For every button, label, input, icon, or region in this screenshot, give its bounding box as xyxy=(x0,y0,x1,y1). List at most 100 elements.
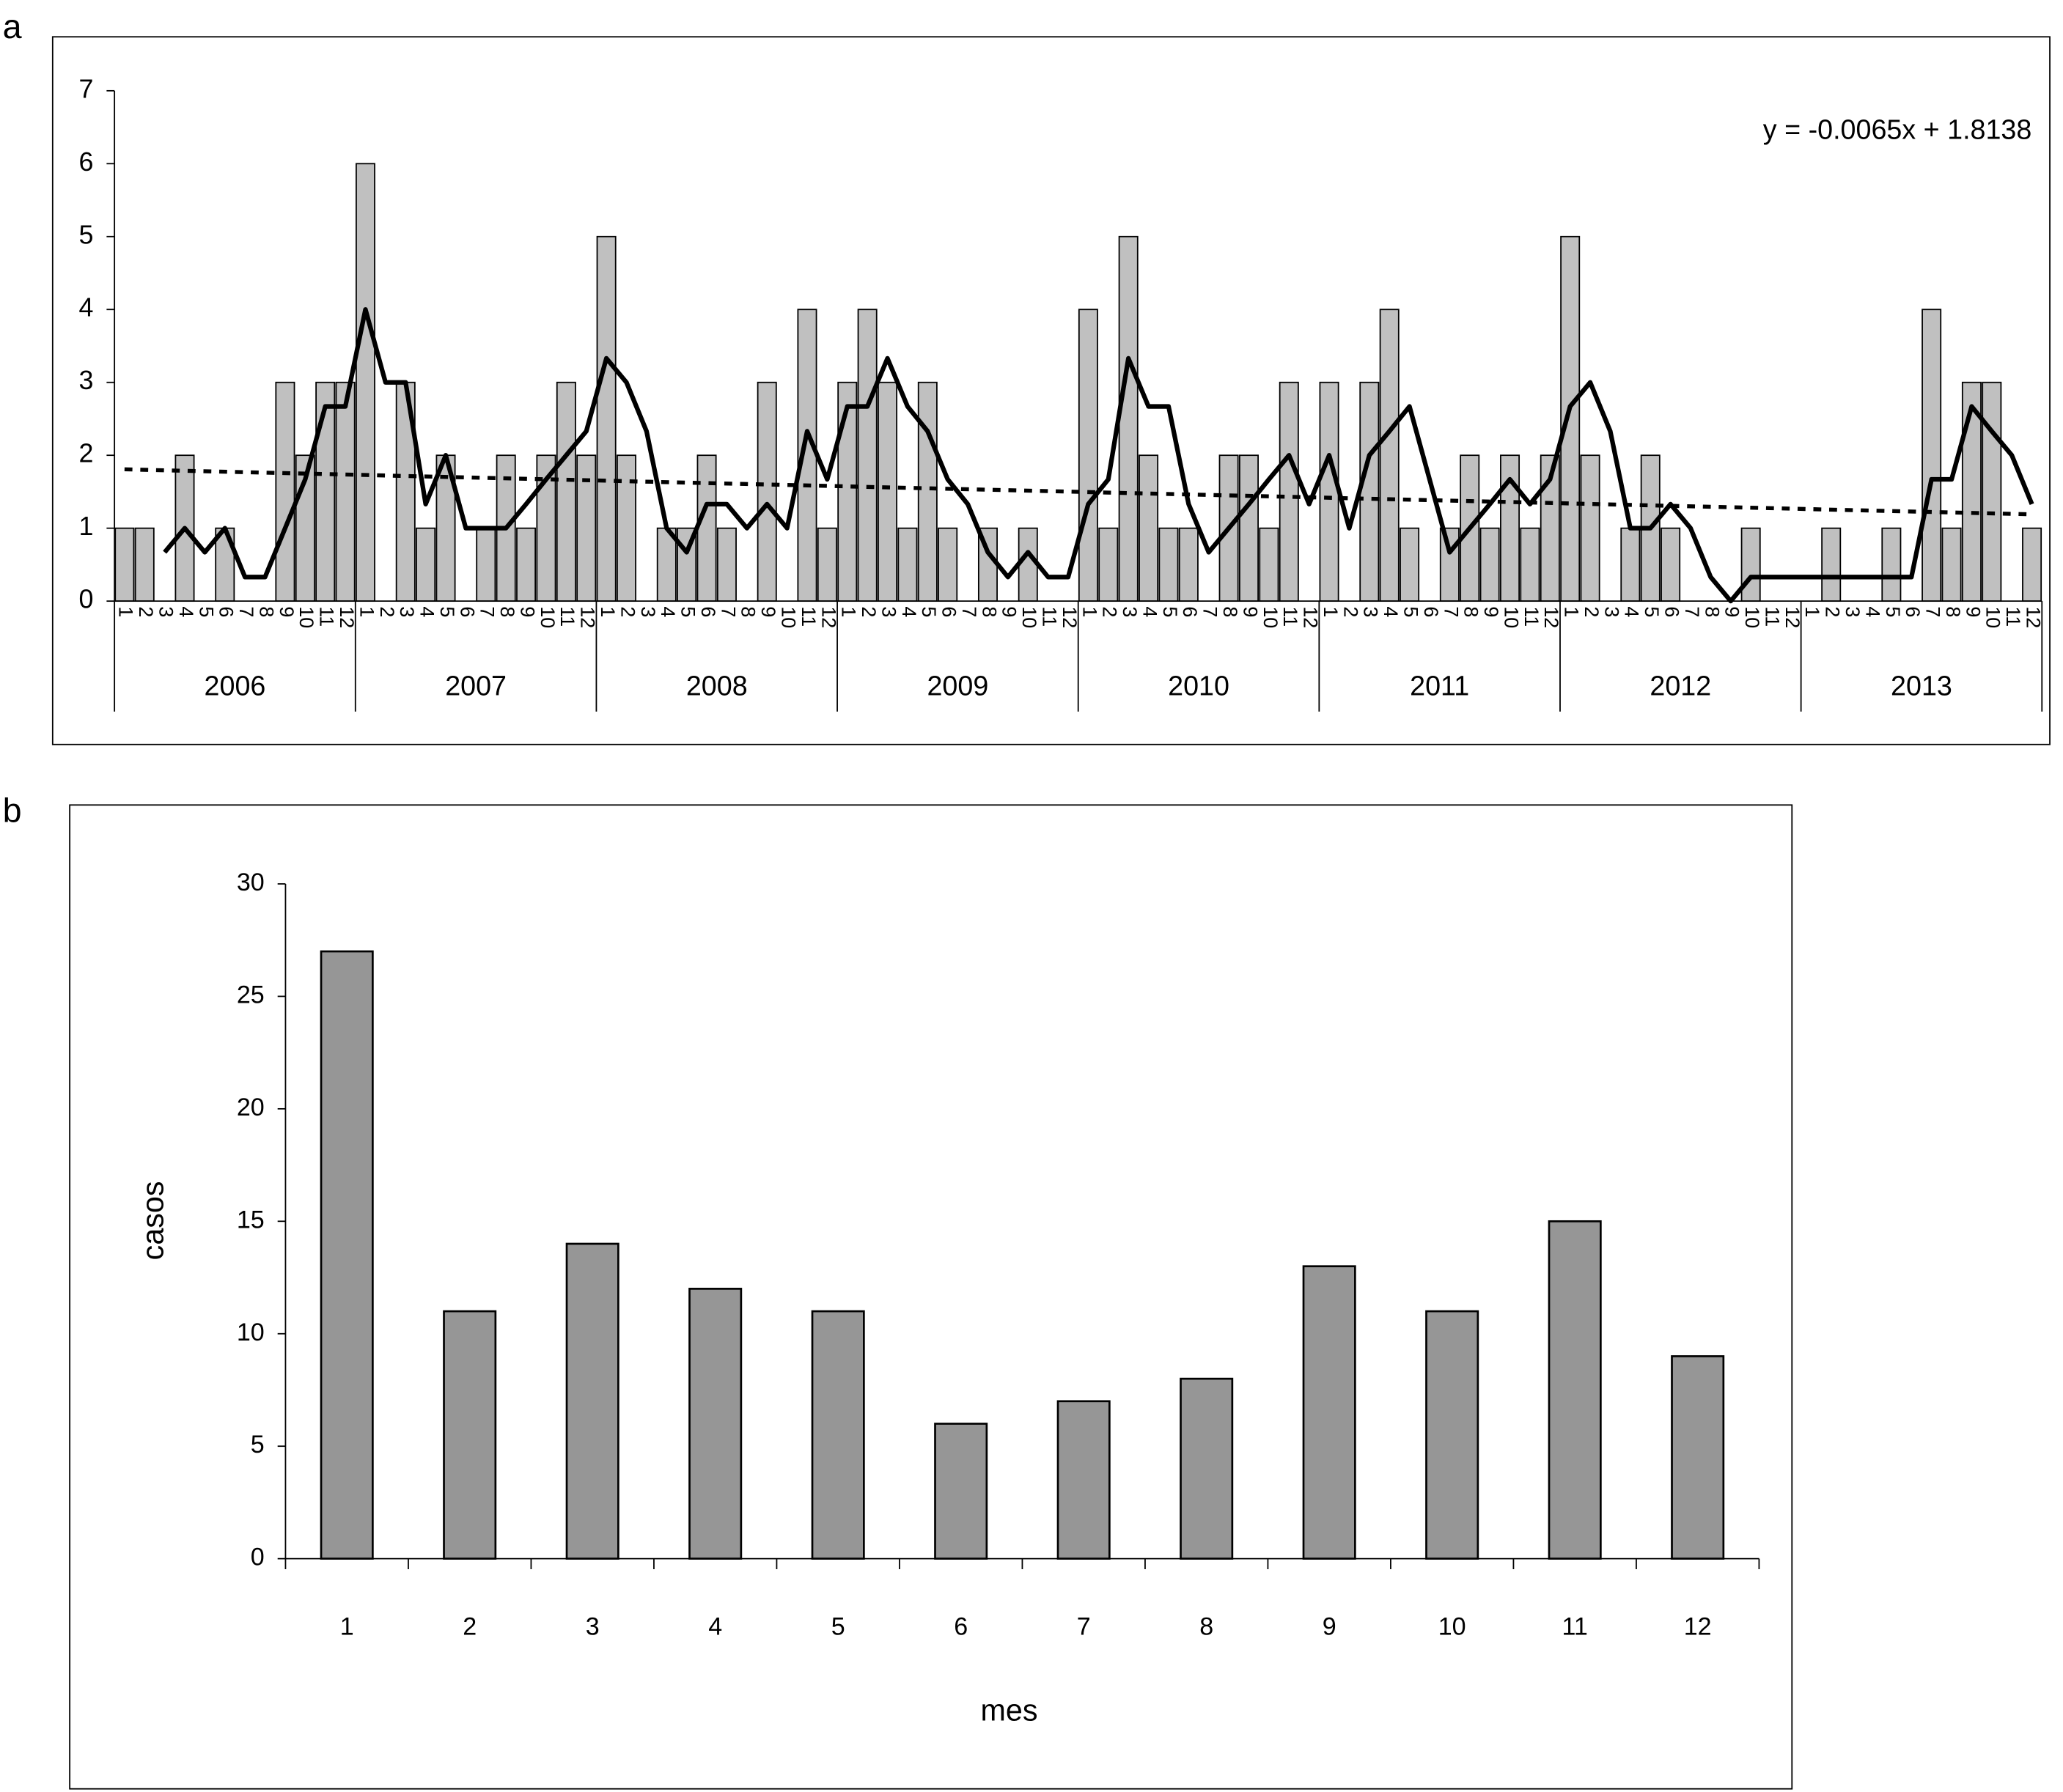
bar xyxy=(1671,1355,1725,1560)
x-tick-label: 4 xyxy=(1861,606,1883,617)
x-tick-label: 1 xyxy=(838,606,860,617)
x-tick-label: 2 xyxy=(1581,606,1603,617)
x-tick-label: 1 xyxy=(340,1613,354,1641)
x-tick-label: 9 xyxy=(1721,606,1743,617)
x-tick-label: 3 xyxy=(155,606,177,617)
bar xyxy=(556,381,576,602)
x-tick-label: 4 xyxy=(708,1613,722,1641)
x-tick-label: 12 xyxy=(577,606,599,628)
x-tick-label: 7 xyxy=(717,606,739,617)
bar xyxy=(1439,527,1460,602)
x-tick-label: 5 xyxy=(1159,606,1181,617)
bar xyxy=(1359,381,1380,602)
x-tick-label: 12 xyxy=(1300,606,1322,628)
group-label: 2006 xyxy=(205,671,266,701)
bar xyxy=(917,381,938,602)
panel-label: b xyxy=(3,791,22,829)
group-label: 2008 xyxy=(686,671,748,701)
y-tick-label: 4 xyxy=(78,293,93,322)
bar xyxy=(934,1423,988,1560)
x-tick-label: 3 xyxy=(586,1613,600,1641)
x-tick-label: 7 xyxy=(1440,606,1462,617)
x-tick-label: 6 xyxy=(1420,606,1442,617)
x-tick-label: 9 xyxy=(1239,606,1261,617)
x-tick-label: 4 xyxy=(416,606,438,617)
bar xyxy=(716,527,737,602)
x-tick-label: 7 xyxy=(1681,606,1703,617)
x-tick-label: 11 xyxy=(798,606,820,627)
panel-b-frame xyxy=(69,804,1793,1790)
bar xyxy=(857,309,878,602)
x-tick-label: 4 xyxy=(1380,606,1402,617)
bar xyxy=(476,527,496,602)
x-tick-label: 9 xyxy=(999,606,1021,617)
x-axis-label: mes xyxy=(981,1694,1038,1728)
x-tick-label: 7 xyxy=(1077,1613,1091,1641)
bar xyxy=(2022,527,2042,602)
bar xyxy=(1158,527,1179,602)
x-tick-label: 4 xyxy=(175,606,197,617)
x-tick-label: 5 xyxy=(195,606,217,617)
x-tick-label: 10 xyxy=(1018,606,1040,628)
x-tick-label: 12 xyxy=(1059,606,1081,628)
x-tick-label: 11 xyxy=(316,606,338,627)
x-tick-label: 2 xyxy=(1339,606,1361,617)
bar xyxy=(1178,527,1199,602)
x-tick-label: 11 xyxy=(556,606,578,627)
bar xyxy=(897,527,918,602)
x-tick-label: 11 xyxy=(1520,606,1542,627)
bar xyxy=(565,1242,619,1560)
x-tick-label: 8 xyxy=(1199,1613,1213,1641)
bar xyxy=(1379,309,1400,602)
x-tick-label: 4 xyxy=(657,606,679,617)
x-tick-label: 9 xyxy=(1323,1613,1336,1641)
x-tick-label: 6 xyxy=(1179,606,1201,617)
moving-average-line xyxy=(163,307,2034,604)
x-tick-label: 8 xyxy=(738,606,760,617)
x-tick-label: 11 xyxy=(1039,606,1061,627)
x-tick-label: 7 xyxy=(477,606,499,617)
bar xyxy=(596,235,617,602)
y-tick-label: 30 xyxy=(237,869,265,896)
bar xyxy=(1520,527,1540,602)
group-label: 2012 xyxy=(1650,671,1711,701)
bar xyxy=(335,381,356,602)
group-label: 2010 xyxy=(1168,671,1229,701)
bar xyxy=(1279,381,1299,602)
x-tick-label: 1 xyxy=(1561,606,1583,617)
y-tick-label: 10 xyxy=(237,1319,265,1346)
group-label: 2007 xyxy=(445,671,507,701)
x-tick-label: 1 xyxy=(1801,606,1823,617)
x-tick-label: 8 xyxy=(1460,606,1482,617)
bar xyxy=(817,527,837,602)
x-tick-label: 5 xyxy=(436,606,458,617)
bar xyxy=(1941,527,1962,602)
y-axis-label: casos xyxy=(136,1181,170,1261)
x-tick-label: 4 xyxy=(1621,606,1643,617)
bar xyxy=(1821,527,1842,602)
bar xyxy=(696,454,717,602)
x-tick-label: 9 xyxy=(1962,606,1984,617)
x-tick-label: 6 xyxy=(1661,606,1683,617)
x-tick-label: 5 xyxy=(1641,606,1663,617)
x-tick-label: 5 xyxy=(918,606,940,617)
x-tick-label: 6 xyxy=(697,606,719,617)
x-tick-label: 1 xyxy=(1078,606,1100,617)
x-tick-label: 12 xyxy=(1781,606,1803,628)
x-tick-label: 1 xyxy=(356,606,378,617)
bar xyxy=(617,454,637,602)
group-label: 2013 xyxy=(1891,671,1952,701)
bar xyxy=(1098,527,1119,602)
x-tick-label: 8 xyxy=(1942,606,1964,617)
x-tick-label: 5 xyxy=(677,606,699,617)
bar xyxy=(114,527,135,602)
bar xyxy=(1661,527,1681,602)
y-tick-label: 3 xyxy=(78,366,93,395)
x-tick-label: 9 xyxy=(276,606,298,617)
bar xyxy=(1118,235,1139,602)
x-tick-label: 2 xyxy=(1099,606,1121,617)
x-tick-label: 7 xyxy=(1199,606,1221,617)
bar xyxy=(516,527,537,602)
